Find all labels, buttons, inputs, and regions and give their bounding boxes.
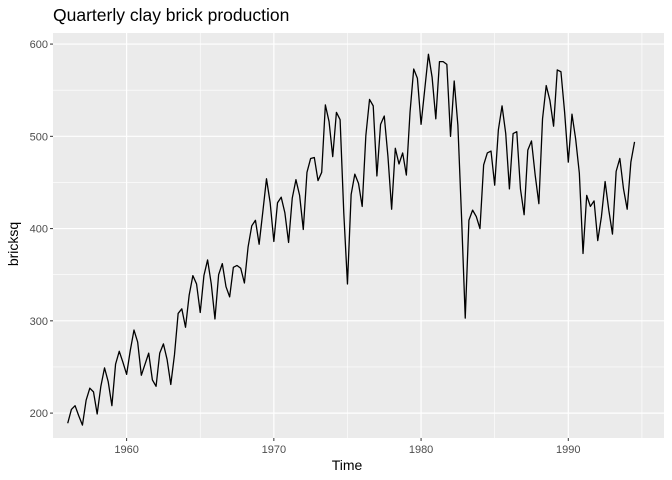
y-tick-label: 200 bbox=[30, 408, 48, 420]
x-tick-label: 1980 bbox=[409, 444, 433, 456]
y-tick-label: 300 bbox=[30, 316, 48, 328]
x-axis-title: Time bbox=[332, 457, 363, 473]
x-tick-label: 1960 bbox=[114, 444, 138, 456]
series-layer bbox=[67, 53, 636, 426]
chart-title: Quarterly clay brick production bbox=[53, 5, 289, 25]
series-line bbox=[67, 53, 636, 426]
plot-panel bbox=[53, 33, 664, 438]
x-tick-label: 1990 bbox=[556, 444, 580, 456]
x-axis: 1960 1970 1980 1990 bbox=[114, 438, 581, 456]
x-tick-label: 1970 bbox=[262, 444, 286, 456]
y-tick-label: 500 bbox=[30, 131, 48, 143]
y-tick-label: 400 bbox=[30, 224, 48, 236]
y-axis-title: bricksq bbox=[5, 222, 21, 266]
y-axis: 200 300 400 500 600 bbox=[30, 39, 53, 420]
y-tick-label: 600 bbox=[30, 39, 48, 51]
